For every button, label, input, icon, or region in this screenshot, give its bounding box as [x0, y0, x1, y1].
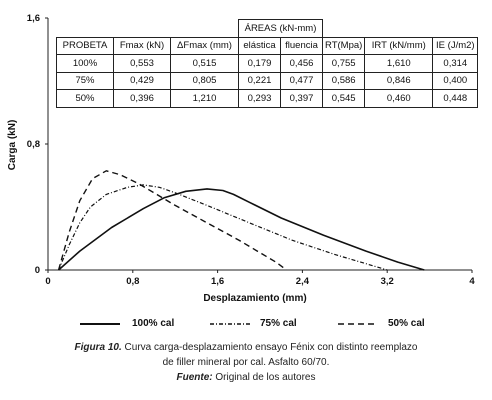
table-header-row: PROBETA Fmax (kN) ΔFmax (mm) elástica fluenc… [56, 36, 479, 55]
column-header: Fmax (kN) [113, 36, 171, 55]
figure-label: Figura 10. [74, 342, 122, 353]
x-tick-label: 3,2 [381, 276, 394, 287]
table-cell: 0,293 [238, 89, 281, 108]
table-row: 75% 0,429 0,805 0,221 0,477 0,586 0,846 0,400 [56, 71, 479, 90]
x-tick-label: 1,6 [211, 276, 224, 287]
legend-swatch-dashdot [210, 322, 250, 325]
table-cell: 0,314 [432, 54, 479, 73]
y-tick-label: 0,8 [27, 139, 40, 150]
table-cell: 0,400 [432, 71, 479, 90]
table-cell: 1,610 [364, 54, 434, 73]
source-label: Fuente: [176, 372, 213, 383]
table-cell: 75% [56, 71, 114, 90]
legend-label: 50% cal [388, 318, 425, 329]
x-axis-label: Desplazamiento (mm) [203, 293, 306, 304]
table-cell: 0,429 [113, 71, 171, 90]
table-cell: 0,477 [280, 71, 323, 90]
series-line-1 [58, 188, 425, 271]
table-cell: 0,755 [321, 54, 366, 73]
table-cell: 0,396 [113, 89, 171, 108]
table-cell: 100% [56, 54, 114, 73]
table-row: 50% 0,396 1,210 0,293 0,397 0,545 0,460 0,448 [56, 89, 479, 108]
legend-item-50: 50% cal [338, 318, 425, 329]
tick-labels: 0 0,8 1,6 2,4 3,2 4 0 0,8 1,6 [27, 13, 476, 287]
table-cell: 0,460 [364, 89, 434, 108]
table-cell: 0,179 [238, 54, 281, 73]
caption-line-1: Curva carga-desplazamiento ensayo Fénix … [124, 342, 418, 353]
areas-group-header: ÁREAS (kN-mm) [238, 19, 323, 38]
figure-caption: Figura 10. Curva carga-desplazamiento en… [0, 340, 492, 385]
y-axis-label: Carga (kN) [7, 120, 18, 171]
legend-swatch-solid [80, 322, 120, 325]
legend-label: 75% cal [260, 318, 297, 329]
column-header: PROBETA [56, 36, 114, 55]
table-cell: 0,553 [113, 54, 171, 73]
column-header: fluencia [280, 36, 323, 55]
legend-item-75: 75% cal [210, 318, 297, 329]
table-cell: 0,846 [364, 71, 434, 90]
table-cell: 0,515 [170, 54, 239, 73]
x-tick-label: 0,8 [126, 276, 139, 287]
table-cell: 0,221 [238, 71, 281, 90]
column-header: RT(Mpa) [321, 36, 366, 55]
legend-label: 100% cal [132, 318, 175, 329]
table-cell: 0,586 [321, 71, 366, 90]
results-table: ÁREAS (kN-mm) PROBETA Fmax (kN) ΔFmax (mm)… [56, 19, 479, 108]
table-cell: 0,456 [280, 54, 323, 73]
source-text: Original de los autores [215, 372, 316, 383]
table-group-header-row: ÁREAS (kN-mm) [57, 19, 478, 38]
table-cell: 0,805 [170, 71, 239, 90]
series-line-2 [58, 184, 388, 271]
table-cell: 0,397 [280, 89, 323, 108]
y-tick-label: 1,6 [27, 13, 40, 24]
x-tick-label: 2,4 [296, 276, 310, 287]
legend: 100% cal 75% cal 50% cal [70, 318, 430, 334]
column-header: IRT (kN/mm) [364, 36, 434, 55]
column-header: elástica [238, 36, 281, 55]
table-cell: 1,210 [170, 89, 239, 108]
legend-item-100: 100% cal [80, 318, 174, 329]
x-tick-label: 4 [469, 276, 475, 287]
table-row: 100% 0,553 0,515 0,179 0,456 0,755 1,610 0,314 [56, 54, 479, 73]
table-cell: 0,448 [432, 89, 479, 108]
table-cell: 50% [56, 89, 114, 108]
y-tick-label: 0 [35, 265, 40, 276]
series-lines [57, 170, 425, 271]
table-cell: 0,545 [321, 89, 366, 108]
caption-line-2: de filler mineral por cal. Asfalto 60/70… [162, 357, 330, 368]
series-line-3 [57, 170, 287, 271]
legend-swatch-dashed [338, 322, 378, 325]
column-header: IE (J/m2) [432, 36, 479, 55]
table-body: 100% 0,553 0,515 0,179 0,456 0,755 1,610 0,314 7… [56, 54, 479, 108]
x-tick-label: 0 [45, 276, 50, 287]
column-header: ΔFmax (mm) [170, 36, 239, 55]
